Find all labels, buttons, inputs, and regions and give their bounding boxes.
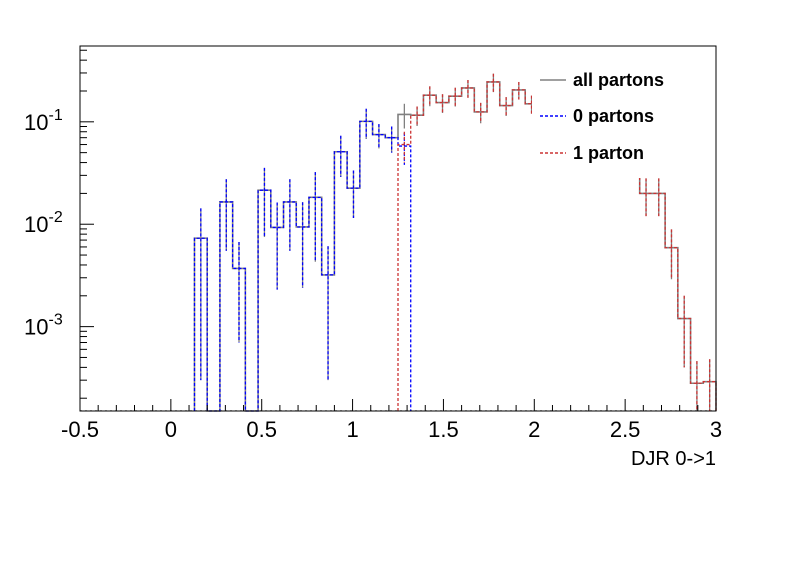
x-axis-tick-labels: -0.5 0 0.5 1 1.5 2 2.5 3 (61, 417, 722, 442)
x-tick-label: 3 (710, 417, 722, 442)
x-tick-label: 0 (165, 417, 177, 442)
y-tick-label: 10-1 (24, 107, 63, 135)
y-axis-ticks (80, 49, 94, 399)
x-tick-label: 2 (528, 417, 540, 442)
y-tick-label: 10-3 (24, 312, 63, 340)
x-tick-label: 1 (346, 417, 358, 442)
series-line (193, 120, 412, 412)
legend-label: 0 partons (573, 106, 654, 126)
x-tick-label: 1.5 (428, 417, 459, 442)
x-tick-label: -0.5 (61, 417, 99, 442)
legend: all partons 0 partons 1 parton (540, 70, 664, 163)
x-tick-label: 0.5 (246, 417, 277, 442)
legend-label: all partons (573, 70, 664, 90)
series-0-partons (193, 108, 412, 412)
x-tick-label: 2.5 (610, 417, 641, 442)
legend-label: 1 parton (573, 143, 644, 163)
x-axis-title: DJR 0->1 (631, 448, 716, 470)
x-axis-ticks (79, 399, 717, 411)
y-tick-label: 10-2 (24, 209, 63, 237)
y-axis-tick-labels: 10-1 10-2 10-3 (24, 107, 63, 340)
